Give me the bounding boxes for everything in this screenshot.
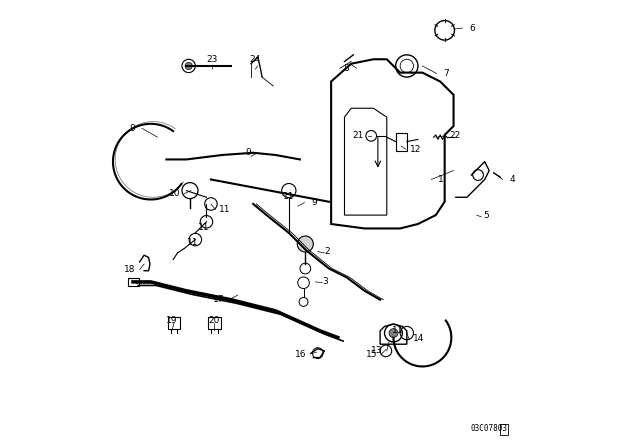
Text: 14: 14 — [413, 334, 424, 343]
Circle shape — [185, 62, 192, 69]
Text: 8: 8 — [344, 64, 349, 73]
Text: 1: 1 — [438, 175, 444, 184]
Text: 12: 12 — [410, 145, 421, 154]
Circle shape — [282, 184, 296, 198]
Text: 19: 19 — [166, 316, 178, 325]
Text: 6: 6 — [469, 24, 475, 33]
Text: 11: 11 — [188, 238, 199, 247]
Text: 21: 21 — [353, 131, 364, 140]
Text: 22: 22 — [450, 131, 461, 140]
Text: 20: 20 — [209, 316, 220, 325]
Text: 03C07803: 03C07803 — [470, 424, 508, 433]
Circle shape — [200, 215, 212, 228]
Text: 24: 24 — [250, 55, 261, 64]
Text: 11: 11 — [283, 192, 294, 201]
Text: 2: 2 — [324, 247, 330, 256]
Bar — [500, 424, 508, 435]
Text: 3: 3 — [323, 277, 328, 286]
Circle shape — [283, 185, 295, 197]
Text: 23: 23 — [207, 55, 218, 64]
Text: 11: 11 — [198, 223, 209, 232]
Bar — [127, 278, 139, 286]
Text: 4: 4 — [509, 175, 515, 184]
Text: 18: 18 — [124, 265, 136, 274]
Circle shape — [182, 183, 198, 198]
Bar — [208, 318, 221, 329]
Text: 11: 11 — [392, 326, 404, 336]
Text: 10: 10 — [169, 189, 180, 198]
Circle shape — [189, 233, 202, 246]
Bar — [396, 133, 407, 151]
Text: 5: 5 — [484, 211, 490, 220]
Text: 17: 17 — [213, 295, 225, 304]
Text: 7: 7 — [444, 69, 449, 78]
Circle shape — [298, 236, 314, 252]
Text: 9: 9 — [311, 198, 317, 207]
Bar — [168, 318, 180, 329]
Text: 13: 13 — [371, 346, 383, 355]
Circle shape — [205, 198, 217, 210]
Text: 16: 16 — [294, 349, 306, 358]
Text: 15: 15 — [366, 349, 378, 358]
Circle shape — [389, 329, 398, 337]
Text: 9: 9 — [129, 124, 135, 133]
Text: 11: 11 — [220, 205, 231, 214]
Text: 9: 9 — [245, 148, 251, 157]
